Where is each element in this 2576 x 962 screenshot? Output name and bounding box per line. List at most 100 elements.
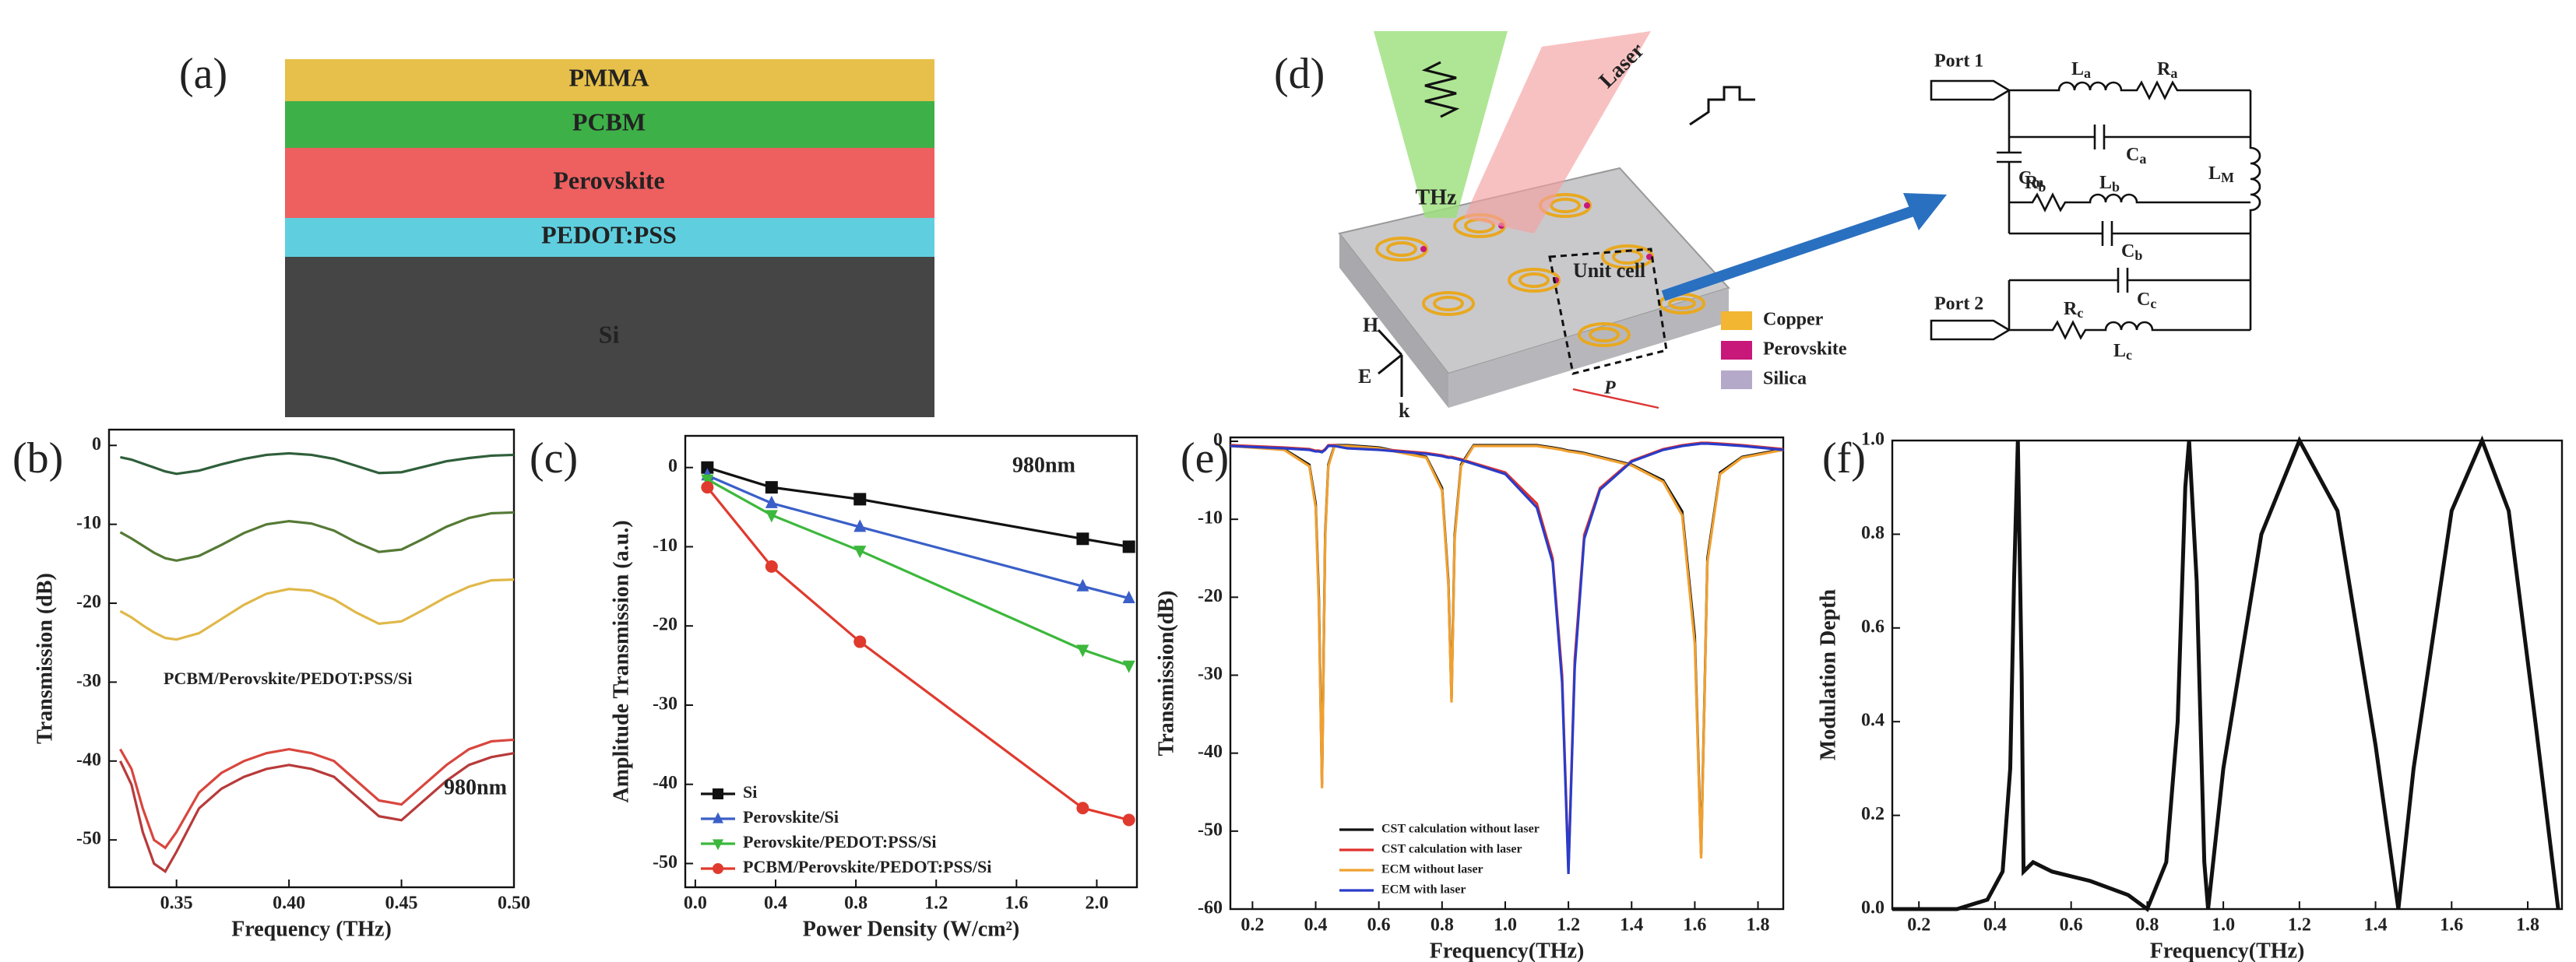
period-label: P <box>1603 378 1616 398</box>
plot-frame <box>1891 439 2564 911</box>
layer-label: PEDOT:PSS <box>541 220 677 248</box>
axes-triad <box>1377 328 1403 397</box>
beam-label: THz <box>1416 185 1457 209</box>
legend-label: ECM with laser <box>1381 883 1466 897</box>
y-tick-label: -40 <box>653 773 677 793</box>
axis-letter: H <box>1363 314 1378 336</box>
panel-label: (f) <box>1822 434 1866 483</box>
y-tick-label: -10 <box>1198 508 1223 528</box>
circuit-element: Lb <box>2099 173 2120 195</box>
circuit <box>1930 79 2261 341</box>
marker <box>1122 590 1135 603</box>
x-tick-label: 1.0 <box>2212 915 2235 936</box>
element-subscript: m <box>2032 174 2043 190</box>
element-symbol: C <box>2137 290 2150 310</box>
port-label: Port 1 <box>1934 51 1983 72</box>
y-tick-label: -30 <box>76 671 101 691</box>
series-line <box>120 451 515 476</box>
y-axis-label: Modulation Depth <box>1816 589 1840 761</box>
element-symbol: C <box>2018 168 2032 188</box>
marker <box>853 493 867 506</box>
x-tick-label: 0.0 <box>684 894 707 914</box>
y-tick-label: 0.8 <box>1861 523 1884 543</box>
element-subscript: c <box>2126 347 2132 363</box>
y-tick-label: 0 <box>92 434 101 455</box>
circuit-element: LM <box>2208 163 2234 186</box>
material-label: Silica <box>1763 369 1807 389</box>
layer-label: PMMA <box>568 63 649 91</box>
layer <box>285 101 934 148</box>
marker <box>713 839 723 851</box>
unit-cell-label: Unit cell <box>1573 259 1645 282</box>
series-line <box>119 511 515 562</box>
material-label: Copper <box>1763 310 1824 330</box>
y-tick-label: 0 <box>668 456 677 476</box>
material-swatch <box>1721 341 1752 360</box>
element-symbol: C <box>2126 145 2139 165</box>
element-subscript: b <box>2038 179 2046 195</box>
series-line <box>1230 444 1784 858</box>
x-axis-label: Frequency(THz) <box>1430 939 1585 962</box>
legend-label: Perovskite/Si <box>743 807 839 827</box>
x-tick-label: 1.8 <box>2516 915 2539 936</box>
x-tick-label: 0.35 <box>160 894 193 914</box>
laser-beam <box>1464 31 1651 233</box>
circuit-element: Lc <box>2113 341 2132 363</box>
marker <box>713 788 723 799</box>
marker <box>853 546 867 559</box>
material-label: Perovskite <box>1763 339 1847 360</box>
circuit-element: Cm <box>2018 168 2043 191</box>
thz-wave <box>1421 61 1460 118</box>
element-symbol: L <box>2099 173 2112 193</box>
layer <box>285 257 934 417</box>
marker <box>701 461 714 474</box>
marker <box>1076 532 1089 546</box>
annotation: 980nm <box>1012 453 1075 477</box>
marker <box>1122 813 1135 827</box>
x-axis-label: Frequency(THz) <box>2150 939 2305 962</box>
plot-frame <box>684 434 1138 889</box>
element-symbol: C <box>2121 241 2134 262</box>
x-tick-label: 1.8 <box>1747 915 1770 936</box>
x-tick-label: 1.2 <box>1557 915 1580 936</box>
perovskite-dots <box>1420 202 1652 283</box>
y-tick-label: -10 <box>653 535 677 556</box>
y-tick-label: -30 <box>1198 664 1223 684</box>
element-subscript: c <box>2150 296 2156 311</box>
y-tick-label: 0.6 <box>1861 616 1884 637</box>
marker <box>853 635 867 648</box>
x-tick-label: 0.6 <box>2060 915 2083 936</box>
element-subscript: c <box>2077 305 2083 321</box>
element-symbol: R <box>2157 59 2171 79</box>
y-axis-label: Amplitude Transmission (a.u.) <box>609 520 633 802</box>
y-tick-label: 0 <box>1213 430 1223 451</box>
marker <box>701 481 714 494</box>
series-line <box>119 738 515 850</box>
x-tick-label: 1.4 <box>1620 915 1643 936</box>
element-subscript: a <box>2170 65 2177 81</box>
circuit-element: Cc <box>2137 290 2156 312</box>
element-symbol: R <box>2025 173 2039 193</box>
axis-letter: E <box>1358 365 1371 388</box>
x-tick-label: 0.2 <box>1907 915 1930 936</box>
y-tick-label: -10 <box>76 513 101 533</box>
legend-label: Si <box>743 782 757 802</box>
panel-label: (b) <box>12 434 63 483</box>
element-subscript: b <box>2112 179 2120 195</box>
x-tick-label: 0.4 <box>1983 915 2007 936</box>
marker <box>1122 540 1135 553</box>
layer <box>285 59 934 101</box>
layer-label: Si <box>599 320 620 348</box>
x-tick-label: 1.6 <box>1005 894 1028 914</box>
x-tick-label: 0.45 <box>385 894 418 914</box>
element-subscript: b <box>2134 248 2142 263</box>
y-tick-label: -30 <box>653 693 677 714</box>
laser-pulse <box>1689 86 1755 126</box>
circuit-element: Rb <box>2025 173 2046 195</box>
element-symbol: L <box>2208 163 2221 184</box>
pointer-arrow <box>1661 205 1918 301</box>
x-tick-label: 0.4 <box>1304 915 1328 936</box>
series-line <box>1892 435 2560 912</box>
